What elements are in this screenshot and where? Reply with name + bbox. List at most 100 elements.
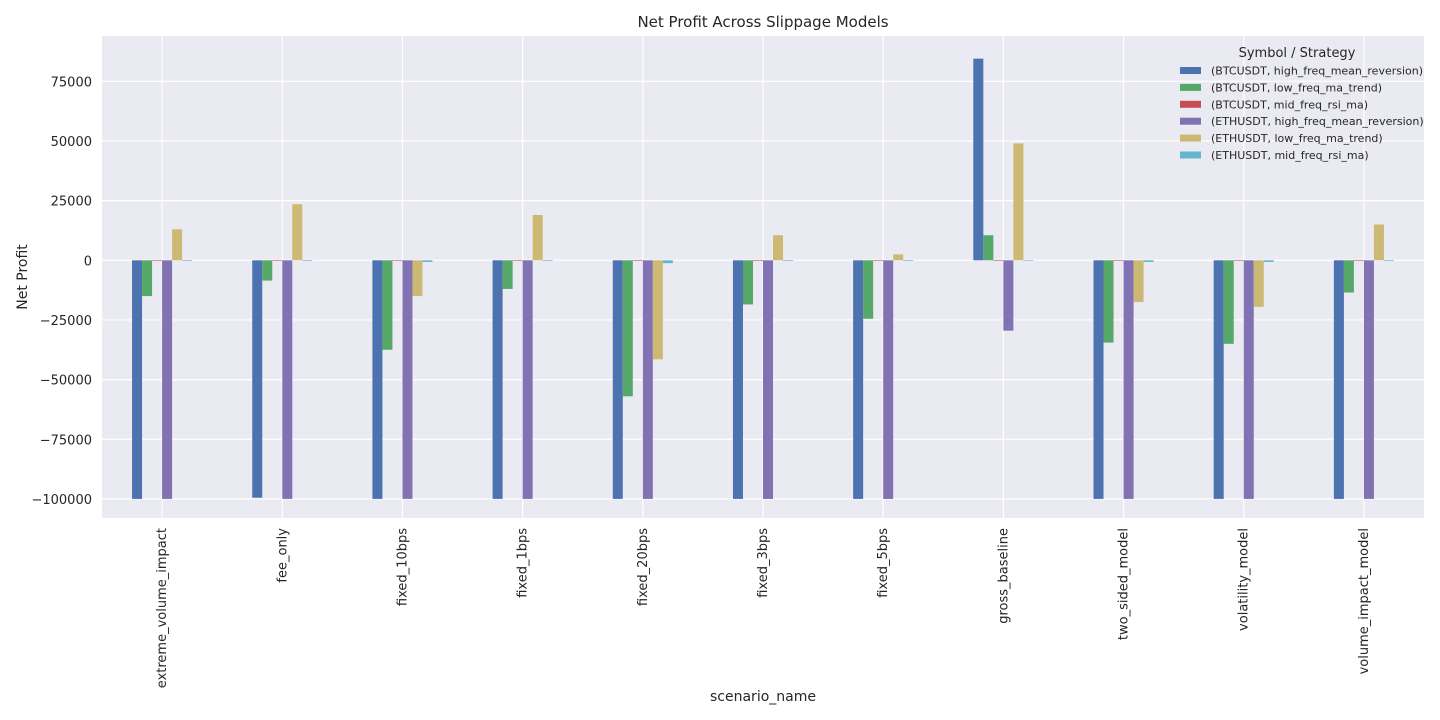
bar bbox=[1243, 260, 1254, 499]
x-tick-label: fixed_5bps bbox=[876, 528, 891, 598]
bar bbox=[532, 214, 543, 261]
legend-swatch bbox=[1180, 100, 1201, 108]
bar bbox=[152, 260, 163, 261]
x-tick-label: volatility_model bbox=[1237, 528, 1252, 631]
y-tick-label: 50000 bbox=[51, 135, 92, 150]
bar bbox=[973, 58, 984, 261]
bar bbox=[1003, 260, 1014, 331]
bar bbox=[763, 260, 774, 499]
bar bbox=[742, 260, 753, 305]
y-tick-label: 25000 bbox=[51, 195, 92, 210]
bar bbox=[903, 260, 914, 262]
legend-entry-label: (BTCUSDT, mid_freq_rsi_ma) bbox=[1211, 98, 1368, 111]
y-axis-label: Net Profit bbox=[15, 244, 31, 310]
bar bbox=[372, 260, 383, 499]
bar bbox=[272, 260, 283, 261]
bar bbox=[752, 260, 763, 261]
bar bbox=[162, 260, 173, 499]
legend-entry-label: (ETHUSDT, low_freq_ma_trend) bbox=[1211, 132, 1383, 145]
bar bbox=[542, 260, 553, 262]
bar bbox=[783, 260, 794, 262]
bar bbox=[773, 235, 784, 261]
bar bbox=[1353, 260, 1364, 261]
bar bbox=[1223, 260, 1234, 344]
y-axis-ticks: 75000 50000 25000 0 −25000 −50000 −75000 −10000… bbox=[31, 75, 92, 508]
bar bbox=[292, 204, 303, 261]
bar bbox=[1103, 260, 1114, 343]
bar bbox=[863, 260, 874, 319]
bar bbox=[1363, 260, 1374, 499]
x-tick-label: two_sided_model bbox=[1117, 528, 1132, 640]
x-tick-label: fixed_3bps bbox=[756, 528, 771, 598]
x-tick-label: fixed_20bps bbox=[636, 528, 651, 606]
bar bbox=[252, 260, 263, 498]
x-tick-label: volume_impact_model bbox=[1357, 528, 1372, 674]
bar bbox=[1233, 260, 1244, 261]
x-tick-label: fixed_1bps bbox=[516, 528, 531, 598]
legend-swatch bbox=[1180, 67, 1201, 74]
bar bbox=[1123, 260, 1134, 499]
bar bbox=[382, 260, 393, 350]
bar bbox=[182, 260, 193, 262]
bar bbox=[873, 260, 884, 261]
bar bbox=[1373, 224, 1384, 261]
bar bbox=[622, 260, 633, 397]
bar bbox=[522, 260, 533, 499]
bar bbox=[1383, 260, 1394, 262]
bar bbox=[1113, 260, 1124, 261]
bar bbox=[422, 260, 433, 262]
bar bbox=[132, 260, 143, 499]
legend-swatch bbox=[1180, 151, 1201, 159]
bar bbox=[652, 260, 663, 360]
bar bbox=[142, 260, 153, 297]
y-tick-label: −50000 bbox=[40, 374, 92, 389]
legend-entry-label: (ETHUSDT, mid_freq_rsi_ma) bbox=[1211, 149, 1369, 162]
y-tick-label: −100000 bbox=[31, 493, 92, 508]
bar bbox=[1023, 260, 1034, 261]
bar bbox=[492, 260, 503, 499]
y-tick-label: −25000 bbox=[40, 314, 92, 329]
bar bbox=[262, 260, 273, 281]
bar bbox=[1343, 260, 1354, 293]
bar bbox=[632, 260, 643, 261]
legend-entry-label: (BTCUSDT, low_freq_ma_trend) bbox=[1211, 81, 1382, 94]
bar bbox=[612, 260, 623, 499]
bar bbox=[392, 260, 403, 261]
legend: Symbol / Strategy (BTCUSDT, high_freq_me… bbox=[1180, 46, 1424, 162]
bar bbox=[282, 260, 293, 499]
legend-swatch bbox=[1180, 83, 1201, 91]
bar bbox=[1263, 260, 1274, 262]
bar bbox=[883, 260, 894, 499]
bar bbox=[502, 260, 513, 289]
bar bbox=[1013, 143, 1024, 261]
bar bbox=[412, 260, 423, 297]
bar bbox=[853, 260, 864, 499]
bar bbox=[302, 260, 313, 262]
x-tick-label: gross_baseline bbox=[996, 528, 1011, 624]
legend-items: (BTCUSDT, high_freq_mean_reversion) (BTCU… bbox=[1180, 65, 1424, 162]
legend-entry-label: (BTCUSDT, high_freq_mean_reversion) bbox=[1211, 65, 1423, 78]
x-tick-label: extreme_volume_impact bbox=[155, 528, 170, 688]
y-tick-label: −75000 bbox=[40, 433, 92, 448]
y-tick-label: 75000 bbox=[51, 75, 92, 90]
chart-title: Net Profit Across Slippage Models bbox=[637, 13, 888, 31]
bar bbox=[893, 254, 904, 261]
bar bbox=[993, 260, 1004, 261]
bar bbox=[732, 260, 743, 499]
legend-swatch bbox=[1180, 134, 1201, 142]
bar bbox=[172, 229, 183, 261]
bar bbox=[512, 260, 523, 261]
bar bbox=[662, 260, 673, 264]
x-axis-ticks: extreme_volume_impact fee_only fixed_10bps… bbox=[155, 528, 1372, 688]
y-tick-label: 0 bbox=[84, 254, 92, 269]
bar bbox=[1133, 260, 1144, 303]
bar bbox=[1093, 260, 1104, 499]
legend-title: Symbol / Strategy bbox=[1239, 46, 1356, 61]
x-axis-label: scenario_name bbox=[710, 689, 816, 705]
bar bbox=[1213, 260, 1224, 499]
bars bbox=[132, 58, 1394, 499]
bar bbox=[1333, 260, 1344, 499]
bar bbox=[1253, 260, 1264, 307]
bar bbox=[983, 235, 994, 261]
